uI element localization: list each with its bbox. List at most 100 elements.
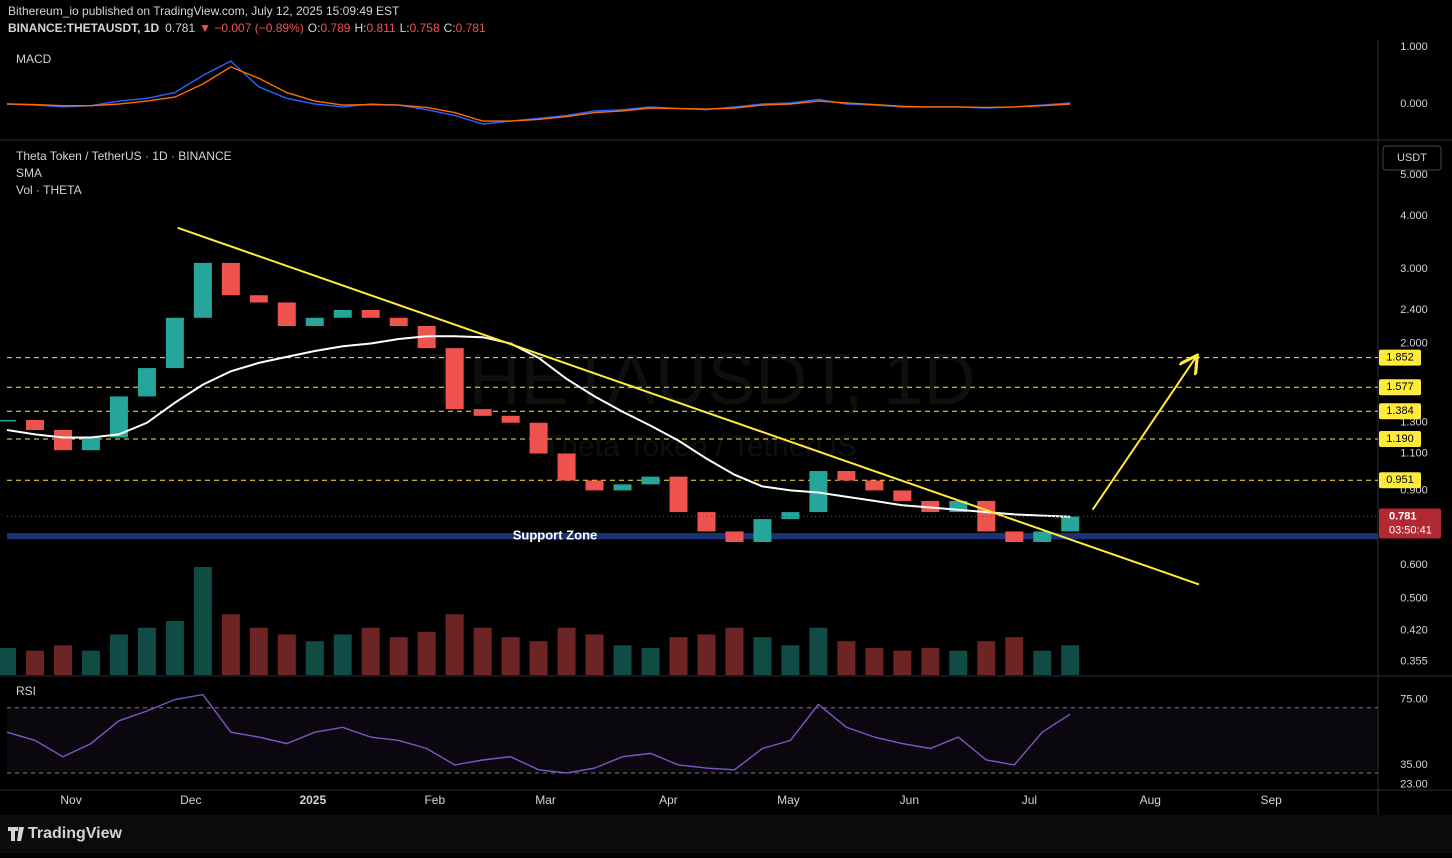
candle (697, 512, 716, 532)
y-tick-label: 23.00 (1400, 778, 1428, 790)
panel-title: RSI (16, 684, 36, 698)
ohlc-value: 0.789 (320, 21, 350, 35)
panel-title: MACD (16, 52, 52, 66)
watermark: THETAUSDT, 1D (425, 340, 976, 420)
x-tick-label: Aug (1140, 793, 1161, 807)
volume-bar (473, 627, 492, 675)
y-tick-label: 5.000 (1400, 169, 1428, 181)
rsi-band (7, 707, 1378, 774)
volume-bar (81, 650, 100, 675)
volume-bar (1005, 637, 1024, 675)
x-tick-label: May (777, 793, 800, 807)
candle (613, 484, 632, 491)
candle (445, 348, 464, 410)
volume-bar (361, 627, 380, 675)
footer-bar (0, 815, 1452, 853)
symbol-name: BINANCE:THETAUSDT, 1D (8, 21, 159, 35)
ohlc-value: 0.811 (366, 21, 395, 35)
volume-bar (305, 641, 324, 675)
level-tag (1379, 403, 1421, 420)
volume-bar (277, 634, 296, 675)
volume-bar (1061, 645, 1080, 675)
candle (529, 422, 548, 454)
y-tick-label: 0.500 (1400, 592, 1428, 604)
candle (641, 476, 660, 485)
ohlc-label: O: (308, 21, 321, 35)
volume-bar (445, 614, 464, 675)
watermark-sub: Theta Token / TetherUS (543, 430, 857, 463)
x-tick-label: Feb (424, 793, 445, 807)
volume-bar (865, 648, 884, 675)
indicator: SMA (16, 166, 42, 180)
indicator: Vol · THETA (16, 183, 82, 197)
candle (585, 480, 604, 491)
volume-bar (585, 634, 604, 675)
ohlc-label: L: (400, 21, 410, 35)
y-tick-label: 1.100 (1400, 447, 1428, 459)
volume-bar (529, 641, 548, 675)
volume-bar (109, 634, 128, 675)
candle (949, 500, 968, 513)
candle (361, 309, 380, 318)
candle (137, 368, 156, 397)
volume-bar (53, 645, 72, 675)
ohlc-label: H: (354, 21, 366, 35)
x-tick-label: 2025 (299, 793, 326, 807)
last-price-tag (1379, 508, 1441, 539)
candle (277, 302, 296, 326)
volume-bar (781, 645, 800, 675)
y-tick-label: 0.600 (1400, 559, 1428, 571)
ohlc-value: 0.781 (456, 21, 486, 35)
candle (0, 419, 16, 422)
y-tick-label: 0.000 (1400, 98, 1428, 110)
change: ▼ −0.007 (−0.89%) (199, 21, 304, 35)
level-tag (1379, 379, 1421, 396)
x-tick-label: Jul (1022, 793, 1037, 807)
publisher: Bithereum_io published on TradingView.co… (8, 4, 400, 18)
candle (669, 476, 688, 513)
candle (725, 531, 744, 542)
volume-bar (893, 650, 912, 675)
y-tick-label: 75.00 (1400, 693, 1428, 705)
volume-bar (25, 650, 44, 675)
candle (389, 317, 408, 326)
level-tag (1379, 431, 1421, 448)
volume-bar (249, 627, 268, 675)
candle (305, 317, 324, 326)
currency[interactable]: USDT (1397, 152, 1427, 164)
y-tick-label: 2.400 (1400, 304, 1428, 316)
candle (865, 480, 884, 491)
volume-bar (809, 627, 828, 675)
volume-bar (837, 641, 856, 675)
trendline (177, 226, 1200, 586)
x-tick-label: Jun (900, 793, 919, 807)
x-tick-label: Nov (60, 793, 81, 807)
volume-bar (417, 631, 436, 675)
volume-bar (613, 645, 632, 675)
ohlc-value: 0.758 (410, 21, 440, 35)
brand: TradingView (28, 825, 123, 842)
candle (25, 419, 44, 430)
candle (473, 409, 492, 416)
volume-bar (697, 634, 716, 675)
candle (893, 490, 912, 501)
volume-bar (725, 627, 744, 675)
support-zone (7, 533, 1378, 540)
candle (1061, 516, 1080, 532)
y-tick-label: 2.000 (1400, 337, 1428, 349)
volume-bar (0, 648, 16, 675)
volume-bar (193, 567, 212, 675)
arrow (1091, 357, 1197, 511)
logo (8, 827, 24, 841)
candle (333, 309, 352, 318)
candle (221, 262, 240, 296)
x-tick-label: Sep (1260, 793, 1282, 807)
currency-button[interactable] (1382, 145, 1442, 171)
y-tick-label: 0.420 (1400, 625, 1428, 637)
volume-bar (165, 621, 184, 675)
candle (81, 437, 100, 451)
candle (165, 317, 184, 369)
indicator-line (6, 66, 1071, 122)
